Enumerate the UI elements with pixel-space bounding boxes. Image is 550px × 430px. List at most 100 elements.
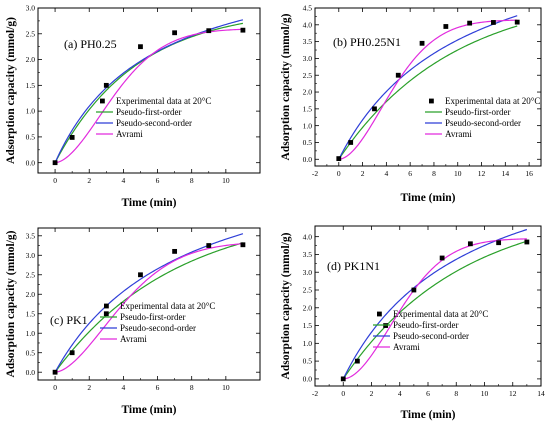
data-point [340, 376, 346, 382]
y-tick-label: 0.0 [26, 158, 36, 167]
series-line-pso [54, 233, 244, 373]
data-point [336, 156, 342, 162]
data-point [395, 72, 401, 78]
series-line-pfo [338, 25, 518, 160]
y-tick-label: 1.0 [26, 329, 36, 338]
y-tick-label: 1.5 [26, 309, 36, 318]
y-tick-label: 0.5 [26, 133, 36, 142]
legend-marker-experimental [100, 98, 105, 104]
x-tick-label: 8 [190, 383, 194, 392]
x-tick-label: 8 [454, 389, 458, 398]
x-tick-label: 0 [341, 389, 345, 398]
x-tick-label: 4 [122, 383, 126, 392]
panel-a: 0 2 4 6 8 10 0.0 0.5 1.0 1.5 2.0 2.5 3.0 Time (min) Ad… [5, 4, 261, 209]
series-line-avrami [55, 28, 243, 164]
panel-b: -2 0 2 4 6 8 10 12 14 16 0.0 0.5 1.0 1.5 2.0 2.5 3.0 3.5 4… [280, 4, 542, 204]
x-tick-label: 6 [156, 176, 160, 185]
y-tick-label: 3.0 [26, 4, 36, 13]
x-tick-label: 0 [337, 169, 341, 178]
y-tick-label: 3.0 [303, 268, 313, 277]
y-tick-label: 0.0 [303, 155, 313, 164]
x-tick-label: 4 [398, 389, 402, 398]
legend-label-pso: Pseudo-second-order [116, 118, 192, 128]
y-tick-label: 2.5 [303, 71, 313, 80]
panel-label: (c) PK1 [50, 313, 88, 327]
series-line-avrami [55, 243, 243, 373]
x-tick-label: 10 [222, 176, 230, 185]
data-point [206, 28, 212, 34]
data-point [172, 248, 178, 254]
series-line-pfo [342, 240, 528, 380]
legend-label-avrami: Avrami [445, 129, 472, 139]
panel-d: -2 0 2 4 6 8 10 12 14 0.0 0.5 1.0 1.5 2.0 2.5 3.0 3.5 4.0… [280, 225, 545, 421]
data-point [348, 140, 354, 145]
data-point [138, 44, 143, 50]
data-point [240, 27, 246, 33]
y-tick-label: 1.0 [26, 107, 36, 116]
data-point [240, 242, 246, 248]
y-tick-label: 1.0 [303, 121, 313, 130]
x-tick-label: 14 [502, 169, 510, 178]
data-point [69, 350, 75, 356]
legend-label-pfo: Pseudo-first-order [120, 312, 185, 322]
x-tick-label: 12 [509, 389, 517, 398]
y-tick-label: 2.5 [26, 270, 36, 279]
plot-frame [314, 225, 542, 387]
data-point [514, 19, 520, 25]
series-line-avrami [338, 19, 518, 160]
y-tick-label: 4.0 [303, 20, 313, 29]
y-axis-label: Adsorption capacity (mmol/g) [5, 230, 17, 377]
data-point [443, 24, 449, 29]
x-tick-label: 10 [481, 389, 489, 398]
x-axis-label: Time (min) [121, 197, 176, 209]
x-tick-label: 2 [361, 169, 365, 178]
data-point [439, 255, 445, 261]
x-tick-label: 8 [190, 176, 194, 185]
legend-label-pso: Pseudo-second-order [120, 323, 196, 333]
y-tick-label: 0.5 [26, 348, 36, 357]
y-tick-label: 1.5 [303, 321, 313, 330]
data-point [103, 311, 109, 317]
x-tick-label: -2 [312, 169, 318, 178]
data-point [467, 241, 473, 247]
y-tick-label: 2.5 [303, 286, 313, 295]
y-tick-label: 1.5 [26, 81, 36, 90]
y-axis-label: Adsorption capacity (mmol/g) [280, 232, 292, 379]
x-tick-label: 0 [53, 383, 57, 392]
data-point [491, 20, 496, 25]
y-tick-label: 3.0 [303, 54, 313, 63]
y-axis-label: Adsorption capacity (mmol/g) [5, 17, 17, 164]
y-tick-label: 3.5 [26, 231, 36, 240]
legend-label-pfo: Pseudo-first-order [393, 320, 458, 330]
x-tick-label: 6 [156, 383, 160, 392]
legend-label-experimental: Experimental data at 20°C [116, 96, 211, 106]
x-tick-label: 10 [454, 169, 462, 178]
data-point [52, 160, 58, 166]
data-point [52, 369, 58, 375]
data-point [411, 287, 417, 293]
legend-label-pso: Pseudo-second-order [393, 331, 469, 341]
y-tick-label: 4.5 [303, 4, 313, 13]
legend-marker-experimental [104, 303, 109, 309]
plot-frame [37, 7, 261, 174]
y-axis-label: Adsorption capacity (mmol/g) [280, 13, 292, 160]
data-point [467, 20, 473, 26]
legend-label-experimental: Experimental data at 20°C [120, 301, 215, 311]
data-point [419, 40, 425, 46]
y-tick-label: 2.0 [26, 290, 36, 299]
y-tick-label: 4.0 [303, 232, 313, 241]
y-tick-label: 0.5 [303, 357, 313, 366]
legend-label-pfo: Pseudo-first-order [116, 107, 181, 117]
legend-label-experimental: Experimental data at 20°C [445, 96, 540, 106]
panel-label: (a) PH0.25 [64, 37, 117, 51]
y-tick-label: 0.0 [26, 368, 36, 377]
x-tick-label: 8 [432, 169, 436, 178]
panel-label: (d) PK1N1 [327, 259, 380, 273]
legend-label-avrami: Avrami [393, 342, 420, 352]
panel-label: (b) PH0.25N1 [333, 35, 401, 49]
x-axis-label: Time (min) [400, 409, 455, 421]
data-point [496, 240, 502, 246]
legend-label-pso: Pseudo-second-order [445, 118, 521, 128]
data-point [524, 239, 530, 245]
y-tick-label: 2.5 [26, 29, 36, 38]
